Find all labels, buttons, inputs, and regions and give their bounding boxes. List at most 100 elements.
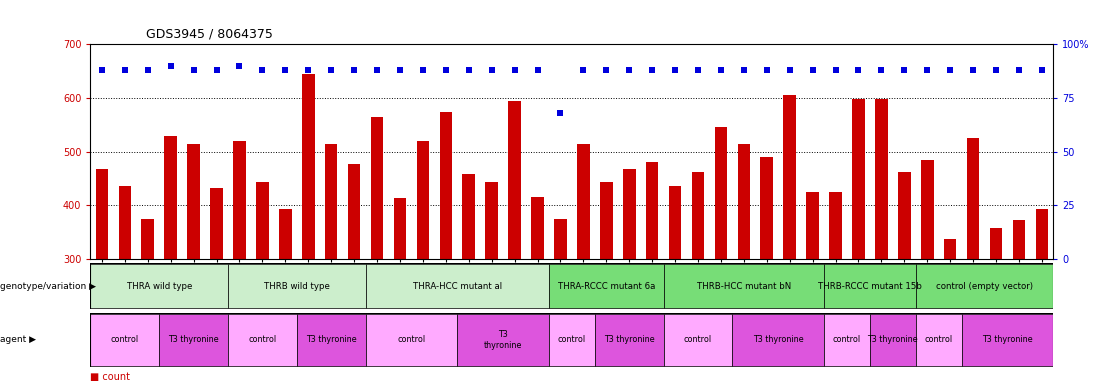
Bar — [915, 264, 1053, 308]
Bar — [738, 144, 750, 259]
Point — [735, 67, 752, 73]
Point — [1034, 67, 1051, 73]
Bar — [228, 264, 365, 308]
Bar — [1036, 209, 1048, 259]
Bar — [853, 99, 865, 259]
Bar — [188, 144, 200, 259]
Text: control: control — [684, 335, 713, 344]
Text: GDS3945 / 8064375: GDS3945 / 8064375 — [146, 27, 272, 40]
Bar — [458, 314, 549, 366]
Text: THRA-HCC mutant al: THRA-HCC mutant al — [413, 281, 502, 291]
Point — [896, 67, 913, 73]
Bar — [944, 239, 956, 259]
Text: THRB-RCCC mutant 15b: THRB-RCCC mutant 15b — [818, 281, 922, 291]
Bar — [824, 314, 870, 366]
Bar — [532, 197, 544, 259]
Bar — [989, 228, 1003, 259]
Point — [849, 67, 867, 73]
Bar — [485, 182, 497, 259]
Text: T3 thyronine: T3 thyronine — [306, 335, 356, 344]
Bar — [715, 127, 727, 259]
Point — [643, 67, 661, 73]
Point — [254, 67, 271, 73]
Point — [345, 67, 363, 73]
Point — [804, 67, 822, 73]
Bar — [898, 172, 911, 259]
Bar — [164, 136, 176, 259]
Text: genotype/variation ▶: genotype/variation ▶ — [0, 281, 96, 291]
Bar — [824, 264, 915, 308]
Point — [483, 67, 501, 73]
Point — [598, 67, 615, 73]
Point — [666, 67, 684, 73]
Bar — [228, 314, 297, 366]
Point — [941, 67, 959, 73]
Bar — [664, 314, 732, 366]
Text: THRA-RCCC mutant 6a: THRA-RCCC mutant 6a — [558, 281, 655, 291]
Text: control: control — [558, 335, 586, 344]
Bar — [646, 162, 658, 259]
Point — [460, 67, 478, 73]
Bar — [365, 264, 549, 308]
Text: control (empty vector): control (empty vector) — [936, 281, 1034, 291]
Bar — [921, 160, 933, 259]
Bar — [806, 192, 818, 259]
Bar — [325, 144, 338, 259]
Point — [299, 67, 317, 73]
Bar — [365, 314, 458, 366]
Bar — [90, 264, 228, 308]
Point — [506, 67, 524, 73]
Point — [185, 67, 203, 73]
Text: T3 thyronine: T3 thyronine — [169, 335, 218, 344]
Point — [575, 67, 592, 73]
Bar — [508, 101, 521, 259]
Point — [231, 63, 248, 69]
Point — [93, 67, 110, 73]
Point — [162, 63, 180, 69]
Text: THRB-HCC mutant bN: THRB-HCC mutant bN — [697, 281, 791, 291]
Bar — [256, 182, 269, 259]
Point — [277, 67, 295, 73]
Bar — [118, 185, 131, 259]
Point — [758, 67, 775, 73]
Text: ■ count: ■ count — [90, 372, 130, 382]
Bar — [600, 182, 612, 259]
Bar — [915, 314, 962, 366]
Bar — [90, 314, 159, 366]
Bar — [347, 164, 361, 259]
Bar — [211, 188, 223, 259]
Point — [116, 67, 133, 73]
Bar — [462, 174, 475, 259]
Point — [322, 67, 340, 73]
Text: control: control — [833, 335, 861, 344]
Point — [528, 67, 546, 73]
Point — [207, 67, 225, 73]
Bar — [595, 314, 664, 366]
Bar — [549, 264, 664, 308]
Bar — [439, 113, 452, 259]
Point — [964, 67, 982, 73]
Text: T3
thyronine: T3 thyronine — [484, 330, 523, 349]
Bar — [141, 219, 154, 259]
Point — [437, 67, 454, 73]
Point — [368, 67, 386, 73]
Text: T3 thyronine: T3 thyronine — [753, 335, 804, 344]
Bar — [870, 314, 915, 366]
Bar — [549, 314, 595, 366]
Text: control: control — [110, 335, 139, 344]
Point — [139, 67, 157, 73]
Bar — [417, 141, 429, 259]
Point — [919, 67, 936, 73]
Text: agent ▶: agent ▶ — [0, 335, 36, 344]
Text: control: control — [924, 335, 953, 344]
Point — [827, 67, 845, 73]
Bar — [967, 138, 979, 259]
Bar — [692, 172, 705, 259]
Text: T3 thyronine: T3 thyronine — [868, 335, 918, 344]
Bar — [233, 141, 246, 259]
Bar — [96, 169, 108, 259]
Point — [392, 67, 409, 73]
Point — [620, 67, 638, 73]
Point — [414, 67, 431, 73]
Bar — [394, 199, 406, 259]
